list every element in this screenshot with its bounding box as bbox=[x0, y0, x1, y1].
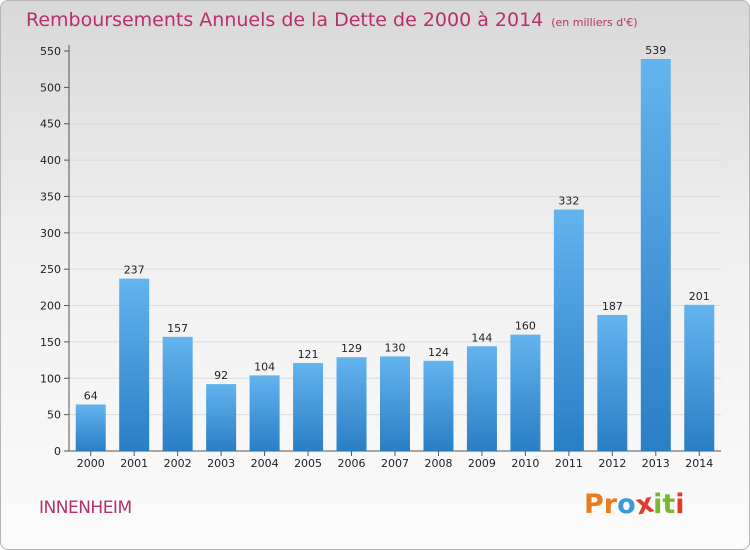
x-tick-label-2010: 2010 bbox=[511, 457, 539, 470]
chart-title-text: Remboursements Annuels de la Dette de 20… bbox=[26, 9, 544, 31]
x-tick-label-2012: 2012 bbox=[598, 457, 626, 470]
y-tick-label: 350 bbox=[40, 190, 61, 203]
data-label-2005: 121 bbox=[298, 348, 319, 361]
data-label-2003: 92 bbox=[214, 369, 228, 382]
data-label-2008: 124 bbox=[428, 346, 449, 359]
data-label-2009: 144 bbox=[471, 331, 492, 344]
data-label-2013: 539 bbox=[645, 44, 666, 57]
bar-2006 bbox=[336, 357, 367, 451]
x-tick-label-2014: 2014 bbox=[685, 457, 713, 470]
x-tick-label-2009: 2009 bbox=[468, 457, 496, 470]
data-label-2011: 332 bbox=[558, 195, 579, 208]
x-tick-label-2003: 2003 bbox=[207, 457, 235, 470]
data-label-2010: 160 bbox=[515, 320, 536, 333]
data-label-2002: 157 bbox=[167, 322, 188, 335]
y-tick-label: 50 bbox=[47, 409, 61, 422]
proxiti-logo[interactable]: Proxiti bbox=[584, 488, 685, 522]
data-label-2000: 64 bbox=[84, 389, 98, 402]
data-label-2004: 104 bbox=[254, 360, 275, 373]
data-label-2001: 237 bbox=[124, 264, 145, 277]
bar-2009 bbox=[466, 346, 497, 451]
x-tick-label-2001: 2001 bbox=[120, 457, 148, 470]
bar-2002 bbox=[162, 336, 193, 451]
chart-subtitle: (en milliers d'€) bbox=[551, 16, 638, 29]
logo-letter: i bbox=[653, 489, 663, 520]
logo-letter: t bbox=[662, 489, 676, 520]
logo-letter: i bbox=[675, 489, 685, 520]
logo-letter: r bbox=[603, 489, 618, 520]
bar-2005 bbox=[293, 363, 324, 451]
data-label-2014: 201 bbox=[689, 290, 710, 303]
logo-letter: o bbox=[617, 489, 636, 520]
y-tick-label: 150 bbox=[40, 336, 61, 349]
bar-2011 bbox=[553, 209, 584, 451]
x-tick-label-2011: 2011 bbox=[555, 457, 583, 470]
bar-2007 bbox=[380, 356, 410, 451]
commune-name: INNENHEIM bbox=[39, 498, 132, 518]
bar-2012 bbox=[597, 315, 628, 451]
bar-2010 bbox=[510, 334, 541, 451]
data-label-2012: 187 bbox=[602, 300, 623, 313]
bar-2004 bbox=[249, 375, 280, 451]
y-tick-label: 200 bbox=[40, 300, 61, 313]
x-tick-label-2006: 2006 bbox=[338, 457, 366, 470]
y-tick-label: 450 bbox=[40, 118, 61, 131]
data-label-2007: 130 bbox=[385, 341, 406, 354]
bar-2003 bbox=[206, 384, 237, 451]
bar-2013 bbox=[640, 59, 671, 451]
bar-2008 bbox=[423, 360, 454, 451]
y-tick-label: 0 bbox=[54, 445, 61, 458]
x-tick-label-2000: 2000 bbox=[77, 457, 105, 470]
y-tick-label: 250 bbox=[40, 263, 61, 276]
y-tick-label: 400 bbox=[40, 154, 61, 167]
x-tick-label-2004: 2004 bbox=[251, 457, 279, 470]
bar-2000 bbox=[75, 404, 106, 451]
logo-letter: P bbox=[584, 489, 604, 520]
data-label-2006: 129 bbox=[341, 342, 362, 355]
x-tick-label-2013: 2013 bbox=[642, 457, 670, 470]
bar-2014 bbox=[684, 304, 715, 451]
y-tick-label: 500 bbox=[40, 81, 61, 94]
chart-title: Remboursements Annuels de la Dette de 20… bbox=[26, 9, 638, 31]
y-tick-label: 550 bbox=[40, 45, 61, 58]
y-tick-label: 100 bbox=[40, 372, 61, 385]
x-tick-label-2002: 2002 bbox=[164, 457, 192, 470]
y-tick-label: 300 bbox=[40, 227, 61, 240]
x-tick-label-2007: 2007 bbox=[381, 457, 409, 470]
bar-2001 bbox=[119, 278, 150, 451]
x-tick-label-2008: 2008 bbox=[424, 457, 452, 470]
x-tick-label-2005: 2005 bbox=[294, 457, 322, 470]
